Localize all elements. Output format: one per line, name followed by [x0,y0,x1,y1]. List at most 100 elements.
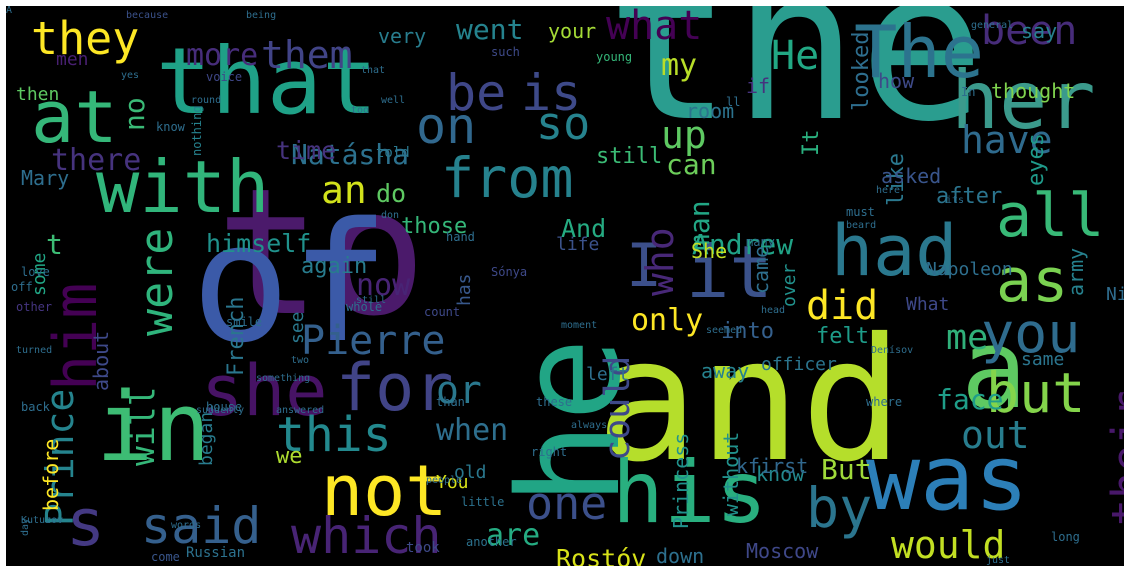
cloud-word: if [746,74,771,98]
cloud-word: felt [816,324,869,349]
cloud-word: must [846,205,875,219]
cloud-word: into [721,319,774,344]
cloud-word: beard [846,220,877,231]
cloud-word: back [21,400,50,414]
cloud-word: French [224,296,249,376]
cloud-word: eyes [1024,133,1049,186]
cloud-word: my [661,48,698,83]
cloud-word: another [466,535,517,549]
cloud-word: about [89,330,113,391]
cloud-word: can [666,148,717,181]
cloud-word: voice [206,70,243,84]
cloud-word: was [866,426,1029,531]
cloud-word: than [436,395,465,409]
cloud-word: hand [446,230,475,244]
cloud-word: off [11,280,33,294]
cloud-word: house [206,400,243,414]
cloud-word: an [321,168,367,212]
cloud-word: Russian [186,545,246,561]
cloud-word: people [426,475,463,486]
cloud-word: moment [561,320,598,331]
cloud-word: right [531,445,568,459]
cloud-word: its [946,195,965,206]
cloud-word: What [906,294,950,315]
cloud-word: is [521,64,582,122]
cloud-word: A [6,6,13,16]
cloud-word: asked [881,164,942,188]
cloud-word: in [96,373,211,483]
cloud-word: still [596,144,663,169]
cloud-word: young [596,50,633,64]
cloud-word: come [151,550,180,564]
cloud-word: Princess [669,432,693,529]
cloud-word: looked [849,31,874,111]
cloud-word: see [287,311,308,344]
cloud-word: nothing [190,105,204,156]
cloud-word: and [596,302,904,500]
cloud-word: their [1102,390,1124,526]
cloud-word: Denísov [871,345,914,356]
cloud-word: by [806,476,873,540]
cloud-word: And [561,214,607,243]
cloud-word: been [981,8,1078,54]
cloud-word: general [971,20,1014,31]
cloud-word: say [1021,19,1058,43]
cloud-word: these [536,395,573,409]
cloud-word: did [806,283,879,329]
cloud-word: In [961,85,976,99]
cloud-word: Rostóv [556,544,647,566]
cloud-word: your [548,19,597,43]
cloud-word: yes [121,70,140,81]
cloud-word: before [39,438,63,511]
cloud-word: answered [276,405,325,416]
cloud-word: whole [346,300,383,314]
cloud-word: I [626,231,663,301]
cloud-word: only [631,303,704,338]
cloud-word: always [571,420,608,431]
cloud-word: have [961,118,1053,162]
cloud-word: who [638,227,682,296]
cloud-word: know [156,120,185,134]
cloud-word: me [946,318,989,358]
cloud-word: away [701,359,750,383]
cloud-word: little [461,495,505,509]
cloud-word: went [456,13,524,46]
cloud-word: Kutuzov [21,515,64,526]
cloud-word: has [454,273,475,306]
cloud-word: the [606,6,986,168]
cloud-word: many [746,235,775,249]
cloud-word: said [141,497,262,555]
cloud-word: when [436,413,509,448]
word-cloud: the to of and he was his that in with her had a it at n… [6,6,1124,566]
cloud-word: t [46,228,63,261]
cloud-word: because [126,10,169,21]
cloud-word: do [376,179,407,208]
cloud-word: of [191,187,390,379]
cloud-word: for [336,351,454,426]
cloud-word: her [951,54,1096,147]
cloud-word: one [526,477,608,530]
cloud-word: told [376,145,410,161]
cloud-word: still [356,295,387,306]
cloud-word: Napoleon [926,259,1013,280]
cloud-word: room [686,99,735,123]
cloud-word: Andrew [692,228,794,261]
cloud-word: she [201,350,328,432]
cloud-word: up [661,113,707,157]
cloud-word: same [1021,349,1065,370]
cloud-word: as [996,246,1069,316]
cloud-word: be [446,64,507,122]
cloud-word: more [186,38,259,73]
cloud-word: don [381,210,400,221]
cloud-word: that [361,65,386,76]
cloud-word: count [424,305,461,319]
cloud-word: here [876,185,901,196]
cloud-word: love [21,265,50,279]
cloud-word: well [381,95,406,106]
cloud-word: will [123,386,162,466]
cloud-word: were [130,227,183,336]
cloud-word: came [749,245,773,294]
cloud-word: but [986,361,1086,425]
cloud-word: over [779,263,800,307]
cloud-word: them [261,33,353,77]
